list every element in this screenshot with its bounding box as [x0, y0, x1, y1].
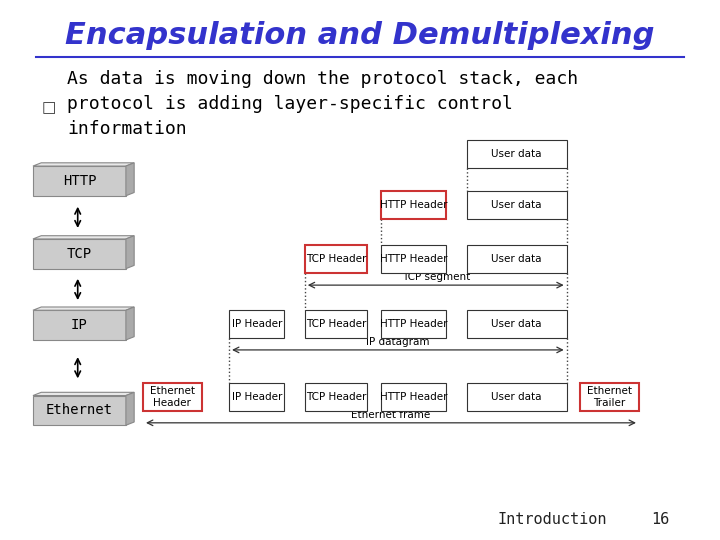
Text: 16: 16 [652, 511, 670, 526]
Text: User data: User data [491, 149, 542, 159]
Polygon shape [126, 392, 134, 426]
Text: As data is moving down the protocol stack, each
protocol is adding layer-specifi: As data is moving down the protocol stac… [68, 70, 578, 138]
Text: □: □ [42, 100, 56, 116]
Text: Introduction: Introduction [498, 511, 607, 526]
FancyBboxPatch shape [467, 245, 567, 273]
FancyBboxPatch shape [143, 383, 202, 411]
Text: User data: User data [491, 392, 542, 402]
Polygon shape [126, 235, 134, 268]
Text: Ethernet frame: Ethernet frame [351, 409, 431, 420]
Text: TCP segment: TCP segment [402, 272, 470, 282]
Text: TCP Header: TCP Header [306, 319, 366, 329]
Text: HTTP Header: HTTP Header [379, 392, 447, 402]
Text: User data: User data [491, 319, 542, 329]
Text: IP Header: IP Header [232, 319, 282, 329]
FancyBboxPatch shape [33, 310, 126, 340]
FancyBboxPatch shape [467, 310, 567, 338]
Polygon shape [33, 235, 134, 239]
FancyBboxPatch shape [580, 383, 639, 411]
Polygon shape [126, 163, 134, 195]
FancyBboxPatch shape [305, 310, 367, 338]
FancyBboxPatch shape [467, 140, 567, 168]
FancyBboxPatch shape [229, 310, 284, 338]
Text: User data: User data [491, 200, 542, 210]
FancyBboxPatch shape [467, 383, 567, 411]
Text: HTTP Header: HTTP Header [379, 254, 447, 264]
FancyBboxPatch shape [229, 383, 284, 411]
Text: Ethernet
Header: Ethernet Header [150, 386, 195, 408]
Polygon shape [126, 307, 134, 340]
FancyBboxPatch shape [381, 191, 446, 219]
FancyBboxPatch shape [381, 245, 446, 273]
Text: TCP: TCP [67, 247, 92, 261]
Text: IP: IP [71, 318, 88, 332]
Text: HTTP Header: HTTP Header [379, 319, 447, 329]
Text: TCP Header: TCP Header [306, 254, 366, 264]
Text: HTTP: HTTP [63, 174, 96, 188]
FancyBboxPatch shape [33, 395, 126, 426]
Polygon shape [33, 392, 134, 395]
Text: IP datagram: IP datagram [366, 336, 430, 347]
FancyBboxPatch shape [381, 310, 446, 338]
FancyBboxPatch shape [33, 166, 126, 195]
Polygon shape [33, 307, 134, 310]
Text: IP Header: IP Header [232, 392, 282, 402]
Text: TCP Header: TCP Header [306, 392, 366, 402]
FancyBboxPatch shape [305, 245, 367, 273]
FancyBboxPatch shape [305, 383, 367, 411]
Text: Encapsulation and Demultiplexing: Encapsulation and Demultiplexing [66, 21, 654, 50]
Text: User data: User data [491, 254, 542, 264]
Polygon shape [33, 163, 134, 166]
Text: Ethernet
Trailer: Ethernet Trailer [587, 386, 632, 408]
Text: Ethernet: Ethernet [46, 403, 113, 417]
FancyBboxPatch shape [467, 191, 567, 219]
FancyBboxPatch shape [381, 383, 446, 411]
Text: HTTP Header: HTTP Header [379, 200, 447, 210]
FancyBboxPatch shape [33, 239, 126, 268]
